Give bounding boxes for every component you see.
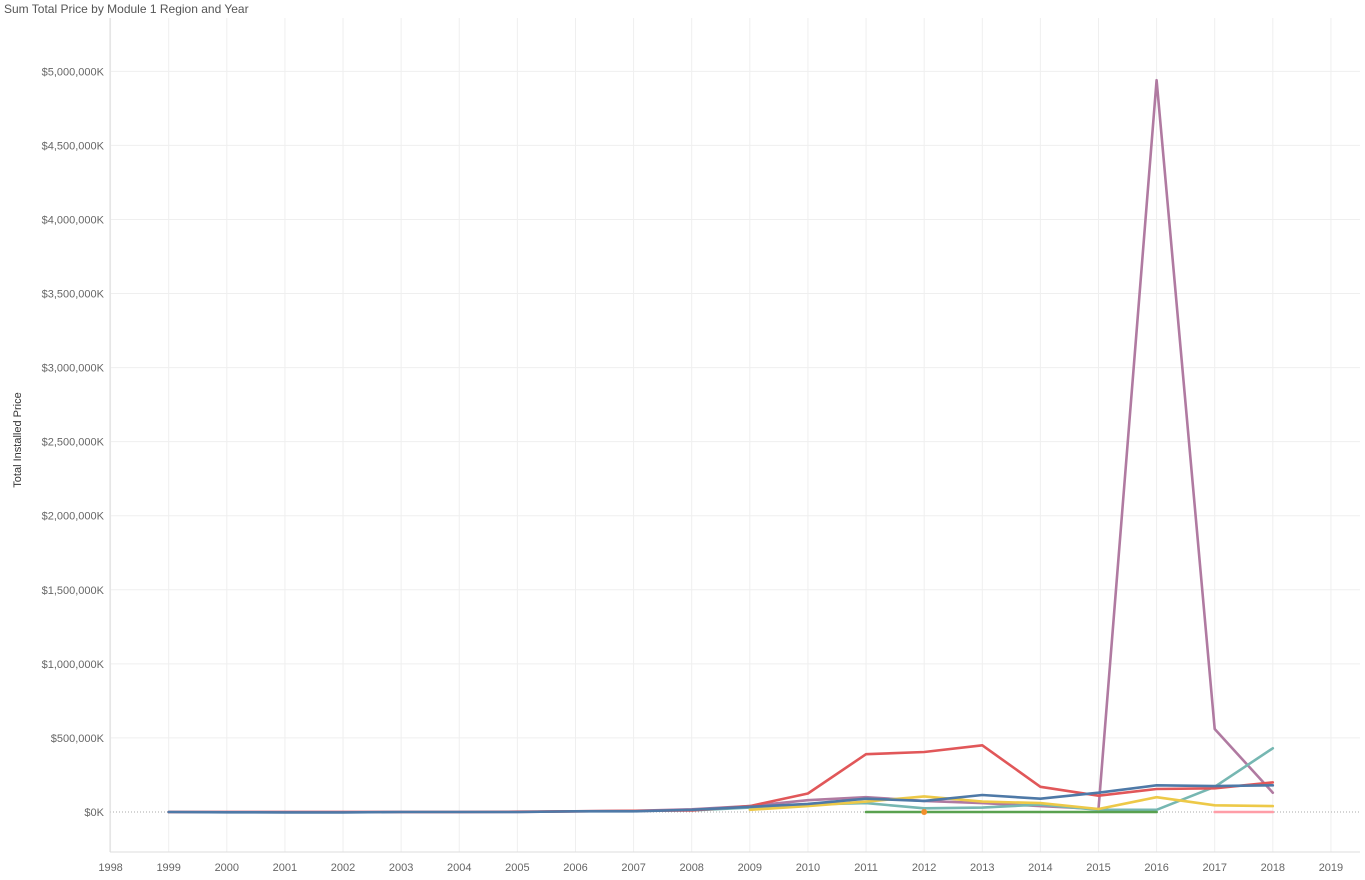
series-line <box>167 744 1275 814</box>
x-tick-label: 2011 <box>854 862 878 874</box>
series-line <box>167 78 1275 814</box>
x-tick-label: 2012 <box>912 862 936 874</box>
y-tick-label: $3,500,000K <box>42 289 105 301</box>
y-tick-label: $4,500,000K <box>42 140 105 152</box>
x-tick-label: 2017 <box>1202 862 1226 874</box>
x-tick-label: 2019 <box>1319 862 1343 874</box>
x-tick-label: 1999 <box>156 862 180 874</box>
gridlines <box>109 18 1360 853</box>
y-tick-label: $5,000,000K <box>42 66 105 78</box>
y-tick-label: $0K <box>84 807 104 819</box>
series-lines <box>167 78 1275 816</box>
x-tick-label: 2006 <box>563 862 587 874</box>
series-point <box>921 809 928 816</box>
chart-title: Sum Total Price by Module 1 Region and Y… <box>4 2 249 16</box>
y-tick-label: $2,500,000K <box>42 437 105 449</box>
x-tick-label: 2003 <box>389 862 413 874</box>
x-tick-label: 2000 <box>215 862 239 874</box>
x-tick-label: 2013 <box>970 862 994 874</box>
x-axis-ticks: 1998 1999 2000 2001 2002 2003 2004 2005 2006 2007… <box>98 862 1343 874</box>
y-tick-label: $3,000,000K <box>42 363 105 375</box>
y-tick-label: $4,000,000K <box>42 214 105 226</box>
y-tick-label: $2,000,000K <box>42 511 105 523</box>
y-axis-ticks: $0K $500,000K $1,000,000K $1,500,000K $2,000… <box>42 66 105 819</box>
x-tick-label: 2007 <box>621 862 645 874</box>
y-tick-label: $1,000,000K <box>42 659 105 671</box>
x-tick-label: 1998 <box>98 862 122 874</box>
y-tick-label: $500,000K <box>51 733 105 745</box>
x-tick-label: 2018 <box>1261 862 1285 874</box>
series-line <box>167 784 1275 814</box>
x-tick-label: 2004 <box>447 862 471 874</box>
x-tick-label: 2008 <box>679 862 703 874</box>
series-line <box>748 795 1275 812</box>
x-tick-label: 2002 <box>331 862 355 874</box>
x-tick-label: 2016 <box>1144 862 1168 874</box>
x-tick-label: 2005 <box>505 862 529 874</box>
x-tick-label: 2001 <box>273 862 297 874</box>
x-tick-label: 2015 <box>1086 862 1110 874</box>
x-tick-label: 2010 <box>796 862 820 874</box>
x-tick-label: 2014 <box>1028 862 1052 874</box>
y-tick-label: $1,500,000K <box>42 585 105 597</box>
x-tick-label: 2009 <box>738 862 762 874</box>
